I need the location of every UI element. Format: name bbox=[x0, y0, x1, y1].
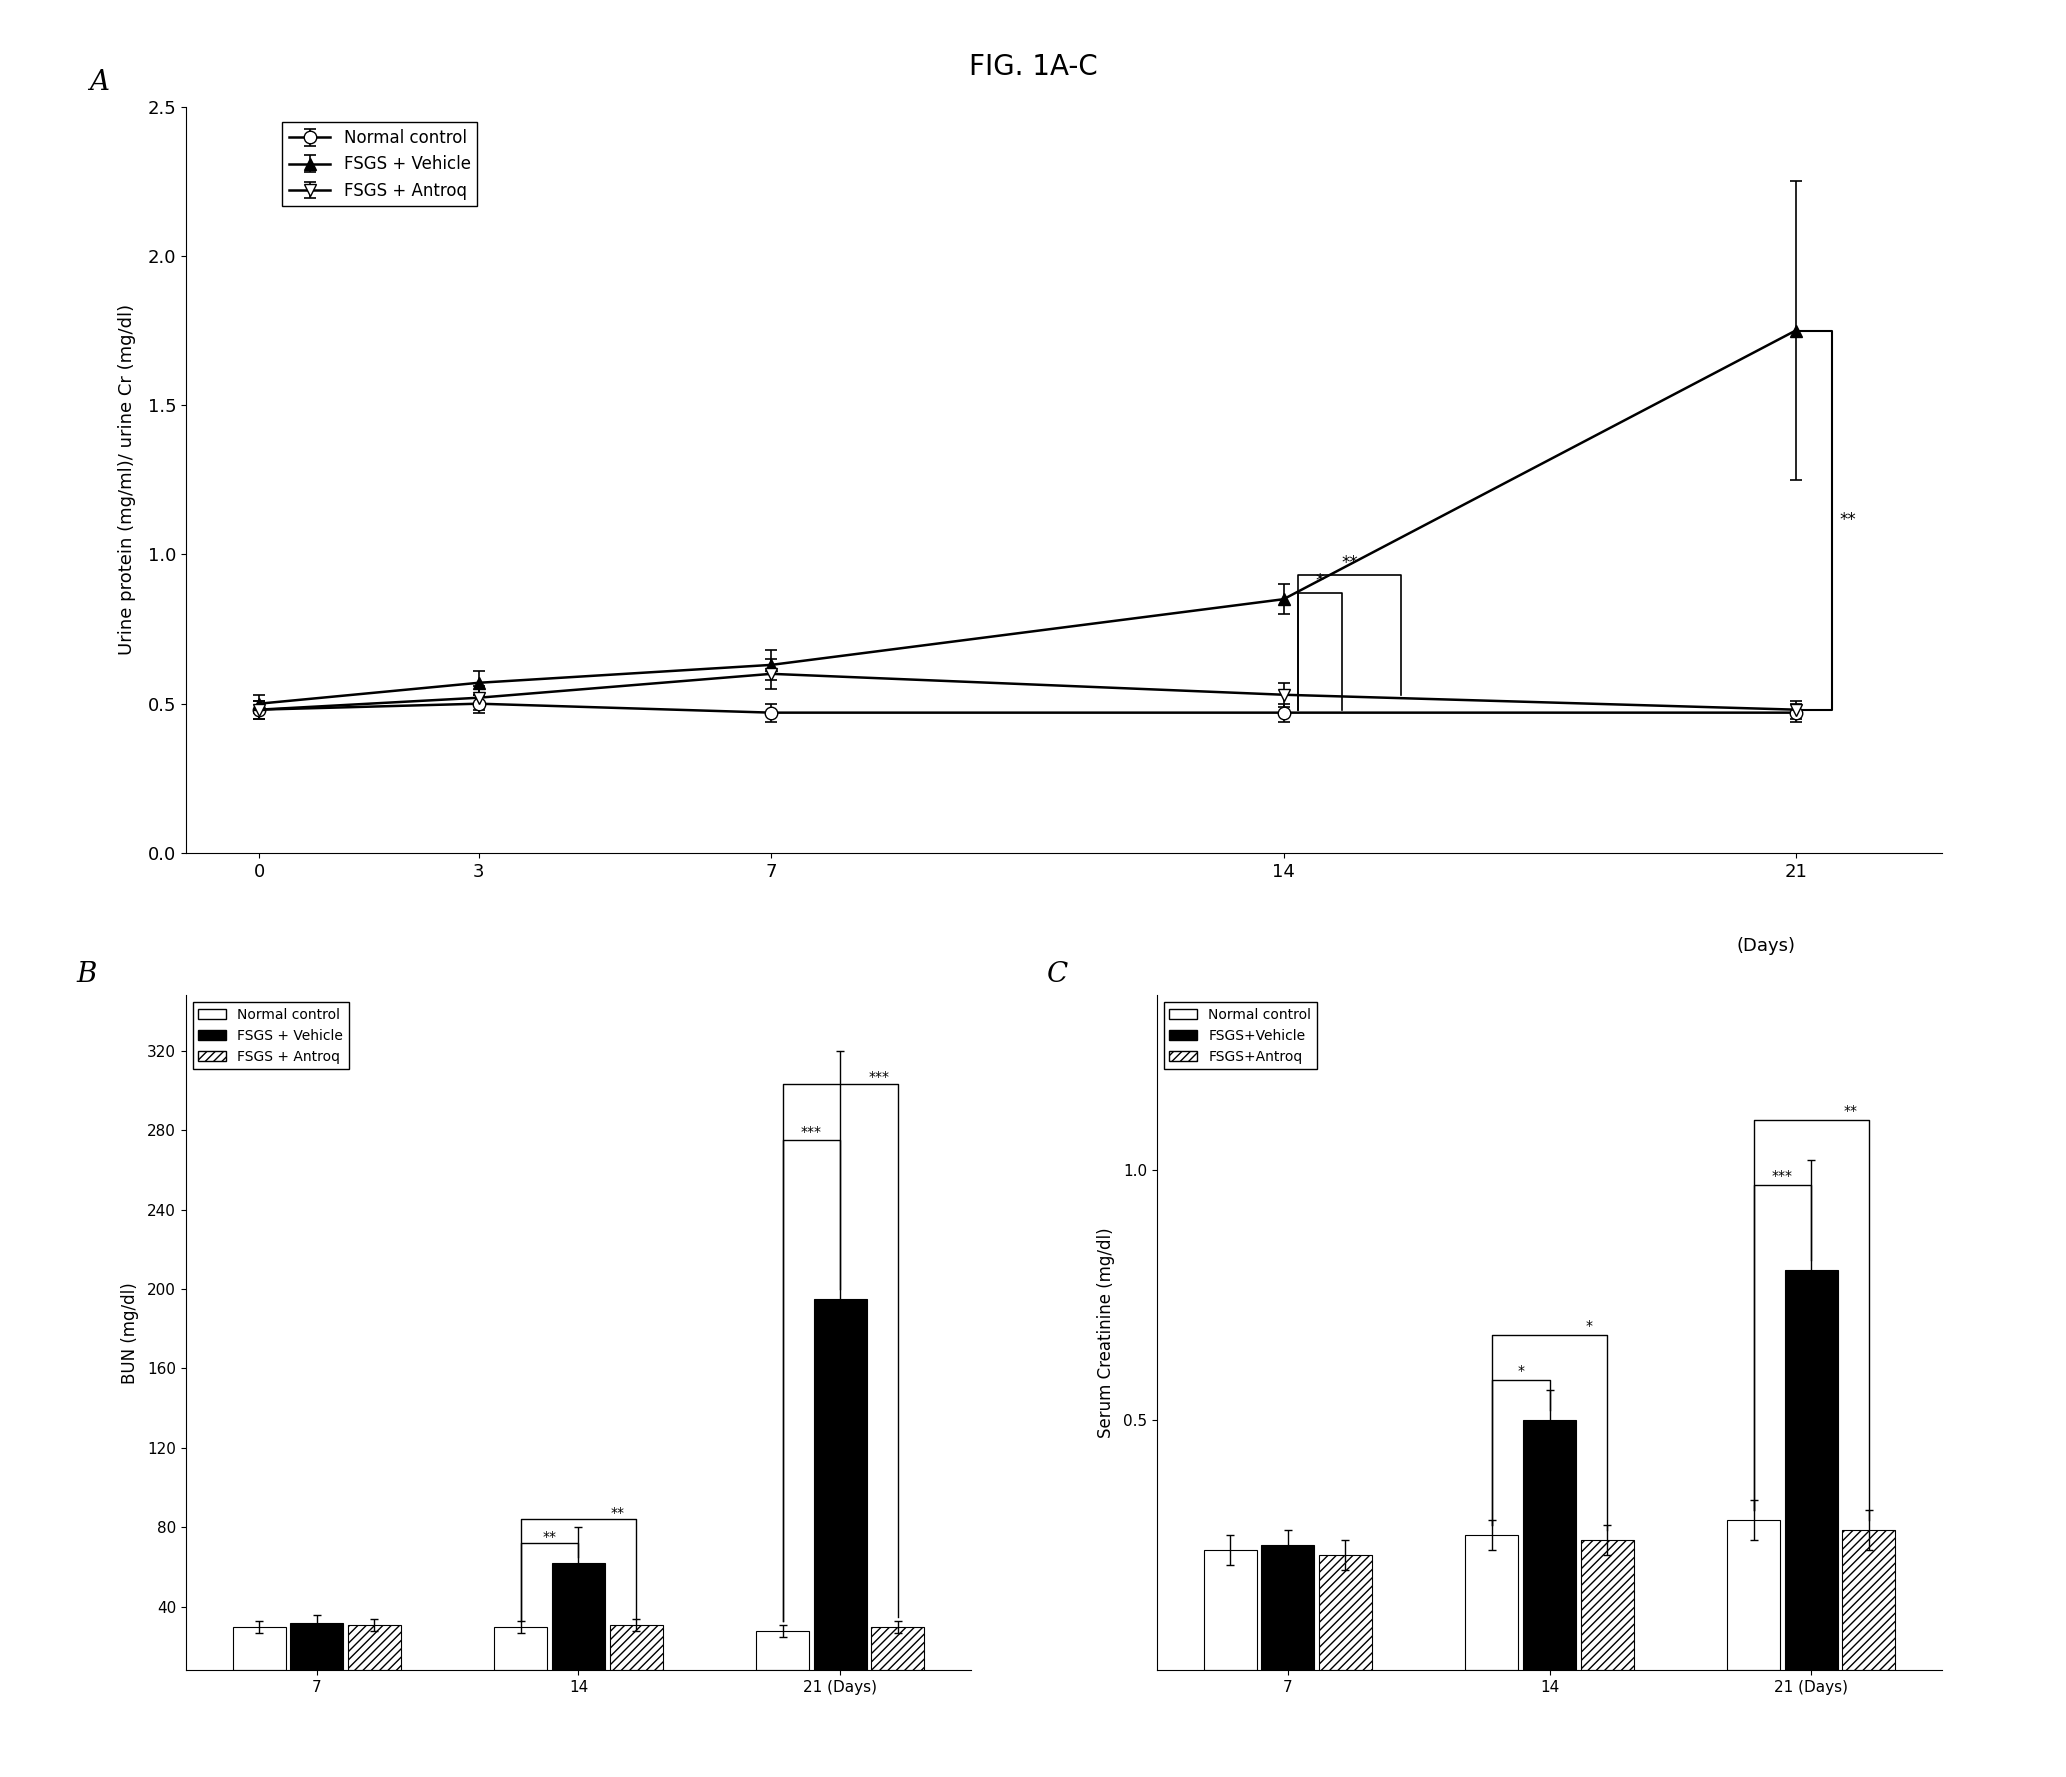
Text: B: B bbox=[76, 961, 97, 988]
Text: **: ** bbox=[1839, 512, 1857, 530]
Bar bbox=[756, 1631, 810, 1670]
Bar bbox=[1785, 1271, 1837, 1670]
Bar bbox=[1843, 1530, 1895, 1670]
Text: **: ** bbox=[612, 1507, 624, 1521]
Text: **: ** bbox=[1341, 554, 1357, 572]
Bar bbox=[609, 1624, 663, 1670]
Bar bbox=[233, 1626, 285, 1670]
Text: **: ** bbox=[1843, 1104, 1857, 1118]
Text: A: A bbox=[89, 69, 109, 96]
Y-axis label: Urine protein (mg/ml)/ urine Cr (mg/dl): Urine protein (mg/ml)/ urine Cr (mg/dl) bbox=[118, 304, 136, 656]
Text: *: * bbox=[1516, 1365, 1525, 1379]
Text: (Days): (Days) bbox=[1738, 936, 1795, 954]
Text: FIG. 1A-C: FIG. 1A-C bbox=[969, 53, 1097, 82]
Bar bbox=[494, 1626, 547, 1670]
Text: ***: *** bbox=[802, 1125, 822, 1139]
Bar bbox=[1465, 1535, 1519, 1670]
Text: ***: *** bbox=[1773, 1169, 1793, 1183]
Bar bbox=[291, 1622, 343, 1670]
Bar bbox=[1523, 1420, 1576, 1670]
Bar bbox=[1204, 1550, 1256, 1670]
Y-axis label: BUN (mg/dl): BUN (mg/dl) bbox=[122, 1281, 138, 1384]
Legend: Normal control, FSGS + Vehicle, FSGS + Antroq: Normal control, FSGS + Vehicle, FSGS + A… bbox=[192, 1002, 349, 1070]
Text: ***: *** bbox=[870, 1070, 890, 1084]
Bar bbox=[1318, 1555, 1372, 1670]
Bar bbox=[1580, 1541, 1634, 1670]
Bar bbox=[347, 1624, 401, 1670]
Bar bbox=[1727, 1521, 1781, 1670]
Text: *: * bbox=[1316, 572, 1324, 590]
Bar bbox=[1262, 1546, 1314, 1670]
Bar bbox=[872, 1626, 924, 1670]
Y-axis label: Serum Creatinine (mg/dl): Serum Creatinine (mg/dl) bbox=[1097, 1228, 1116, 1438]
Legend: Normal control, FSGS + Vehicle, FSGS + Antroq: Normal control, FSGS + Vehicle, FSGS + A… bbox=[283, 123, 477, 206]
Text: *: * bbox=[1585, 1319, 1593, 1333]
Bar bbox=[552, 1564, 605, 1670]
Legend: Normal control, FSGS+Vehicle, FSGS+Antroq: Normal control, FSGS+Vehicle, FSGS+Antro… bbox=[1163, 1002, 1316, 1070]
Text: C: C bbox=[1047, 961, 1068, 988]
Text: **: ** bbox=[543, 1530, 556, 1544]
Bar bbox=[814, 1299, 866, 1670]
